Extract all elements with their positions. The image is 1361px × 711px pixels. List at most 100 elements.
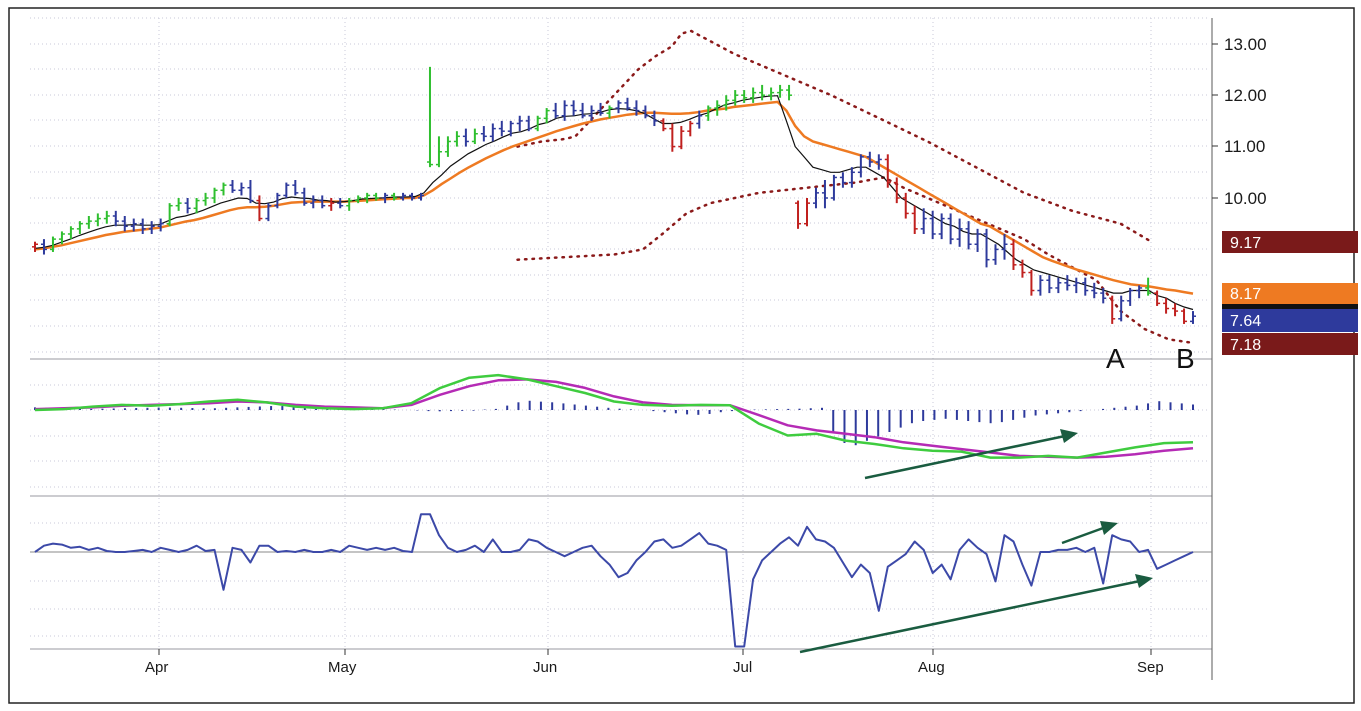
price-bar (1127, 287, 1134, 306)
price-bar (40, 239, 47, 255)
price-bar (759, 84, 766, 101)
price-bar (1145, 277, 1152, 296)
price-bar (902, 192, 909, 219)
price-bar (956, 218, 963, 247)
price-bar (256, 195, 263, 222)
price-bar (857, 154, 864, 178)
price-badge-ema-fast (1222, 304, 1358, 309)
price-bar (130, 218, 137, 232)
arrowhead-icon (1135, 574, 1153, 588)
chart-frame (8, 7, 1355, 704)
price-bar (1181, 308, 1188, 324)
price-bar (687, 120, 694, 137)
divergence-arrows (799, 429, 1153, 654)
x-tick-label: Aug (918, 659, 945, 676)
price-badge-text: 9.17 (1230, 235, 1261, 252)
price-bar (211, 187, 218, 204)
price-bar (606, 105, 613, 119)
price-bar (615, 100, 622, 114)
price-badges: 9.17 8.17 7.64 7.18 (1222, 231, 1358, 355)
price-bar (1001, 233, 1008, 260)
price-bar (409, 192, 416, 201)
price-bar (337, 198, 344, 209)
price-bar (364, 192, 371, 204)
price-bar (1154, 290, 1161, 306)
price-badge-lower-band (1222, 333, 1358, 355)
macd-signal-line (34, 378, 1194, 459)
price-bar (1073, 277, 1080, 294)
moving-averages (34, 95, 1194, 311)
price-bar (812, 187, 819, 209)
price-bar (543, 108, 550, 124)
price-bar (1109, 295, 1116, 324)
price-bar (85, 215, 92, 229)
price-bar (974, 228, 981, 252)
y-tick-label: 12.00 (1224, 86, 1267, 105)
price-bar (489, 123, 496, 142)
price-bar (1010, 239, 1017, 270)
price-bar (301, 187, 308, 206)
price-bar (741, 90, 748, 103)
price-bar (435, 136, 442, 168)
price-bar (148, 221, 155, 234)
price-bar (49, 236, 56, 252)
x-tick-label: Jun (533, 659, 557, 676)
price-bar (938, 213, 945, 240)
x-tick-label: Jul (733, 659, 752, 676)
arrowhead-icon (1060, 429, 1078, 443)
price-bar (1091, 282, 1098, 299)
price-bar (552, 102, 559, 119)
price-bar (265, 203, 272, 222)
price-bar (830, 174, 837, 201)
price-bar (983, 228, 990, 268)
price-bars (32, 66, 1196, 324)
arrowhead-icon (1100, 521, 1118, 535)
price-bar (642, 105, 649, 119)
price-bar (561, 100, 568, 121)
price-bar (768, 87, 775, 101)
price-bar (696, 110, 703, 129)
price-bar (920, 208, 927, 234)
ema-fast-line (34, 95, 1194, 311)
y-tick-label: 10.00 (1224, 189, 1267, 208)
price-bar (355, 195, 362, 204)
y-tick-label: 13.00 (1224, 35, 1267, 54)
upper-band (516, 29, 1151, 242)
price-bar (507, 120, 514, 137)
price-bar (777, 84, 784, 98)
price-bar (202, 192, 209, 206)
annotation-b: B (1176, 343, 1195, 374)
macd-line (34, 373, 1194, 459)
price-bar (579, 102, 586, 119)
ema-slow-line (34, 100, 1194, 295)
price-bar (723, 95, 730, 111)
price-bar (1064, 275, 1071, 291)
price-bar (1172, 303, 1179, 317)
price-bar (1019, 259, 1026, 278)
price-bar (121, 215, 128, 232)
price-bar (471, 128, 478, 145)
macd-lines (34, 373, 1194, 459)
price-bar (1163, 298, 1170, 314)
price-bar (319, 195, 326, 209)
price-bar (786, 84, 793, 101)
price-bar (373, 192, 380, 201)
y-tick-label: 11.00 (1224, 137, 1265, 156)
price-bar (714, 100, 721, 116)
price-bar (732, 90, 739, 106)
price-bar (480, 126, 487, 142)
price-bar (67, 226, 74, 240)
price-badge-close (1222, 309, 1358, 332)
oscillator-series-line (34, 513, 1194, 648)
price-bar (1136, 285, 1143, 299)
price-bar (76, 221, 83, 234)
price-bar (247, 180, 254, 204)
x-tick-label: Apr (145, 659, 168, 676)
price-bar (875, 154, 882, 170)
price-bar (884, 154, 891, 188)
price-bar (274, 192, 281, 209)
price-bar (418, 192, 424, 201)
price-bar (534, 115, 541, 132)
price-bar (58, 231, 65, 245)
